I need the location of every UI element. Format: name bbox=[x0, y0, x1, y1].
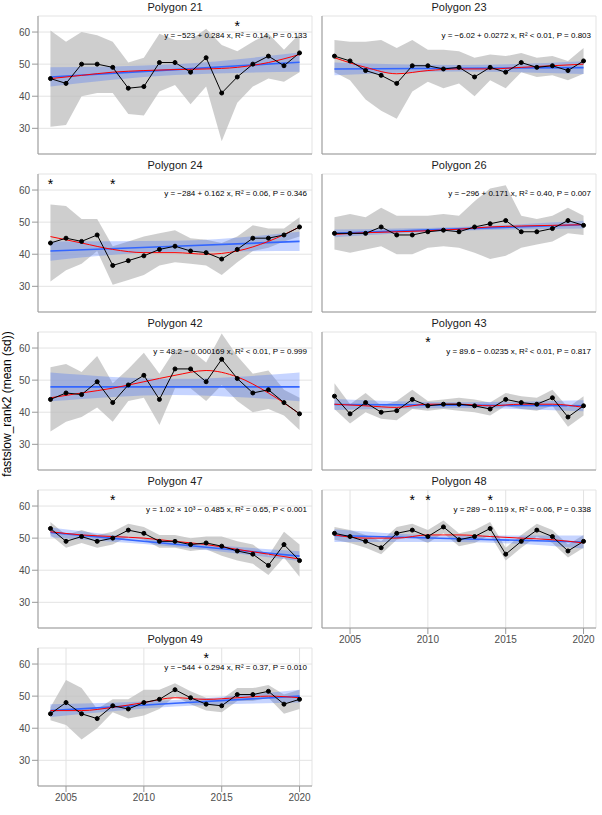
svg-text:50: 50 bbox=[19, 533, 31, 544]
svg-text:60: 60 bbox=[19, 343, 31, 354]
svg-text:2010: 2010 bbox=[417, 634, 440, 645]
html-text:Polygon 21: Polygon 21 bbox=[147, 1, 203, 13]
svg-text:2005: 2005 bbox=[339, 634, 362, 645]
html-text:Polygon 47: Polygon 47 bbox=[147, 475, 203, 487]
html-text:y = −6.02 + 0.0272 x, R² < 0.0: y = −6.02 + 0.0272 x, R² < 0.01, P = 0.8… bbox=[441, 31, 591, 40]
html-text:y = 289 − 0.119 x, R² = 0.06,: y = 289 − 0.119 x, R² = 0.06, P = 0.338 bbox=[453, 505, 591, 514]
svg-text:30: 30 bbox=[19, 123, 31, 134]
svg-text:60: 60 bbox=[19, 501, 31, 512]
svg-text:*: * bbox=[410, 492, 416, 508]
svg-text:40: 40 bbox=[19, 407, 31, 418]
svg-text:2010: 2010 bbox=[133, 792, 156, 803]
html-text:Polygon 42: Polygon 42 bbox=[147, 317, 203, 329]
html-text:Polygon 48: Polygon 48 bbox=[431, 475, 487, 487]
svg-text:*: * bbox=[425, 334, 431, 350]
html-text:Polygon 23: Polygon 23 bbox=[431, 1, 487, 13]
svg-text:2015: 2015 bbox=[211, 792, 234, 803]
html-text:y = −284 + 0.162 x, R² = 0.06,: y = −284 + 0.162 x, R² = 0.06, P = 0.346 bbox=[164, 189, 307, 198]
html-text:Polygon 24: Polygon 24 bbox=[147, 159, 203, 171]
html-text:Polygon 49: Polygon 49 bbox=[147, 633, 203, 645]
html-text:y = −544 + 0.294 x, R² = 0.37,: y = −544 + 0.294 x, R² = 0.37, P = 0.010 bbox=[164, 663, 307, 672]
svg-text:30: 30 bbox=[19, 281, 31, 292]
svg-text:30: 30 bbox=[19, 439, 31, 450]
html-text:y = 48.2 − 0.000169 x, R² < 0.: y = 48.2 − 0.000169 x, R² < 0.01, P = 0.… bbox=[153, 347, 307, 356]
svg-text:30: 30 bbox=[19, 597, 31, 608]
svg-text:*: * bbox=[110, 176, 116, 192]
svg-text:60: 60 bbox=[19, 185, 31, 196]
svg-text:30: 30 bbox=[19, 755, 31, 766]
svg-text:50: 50 bbox=[19, 59, 31, 70]
svg-text:60: 60 bbox=[19, 27, 31, 38]
html-text:y = −296 + 0.171 x, R² = 0.40,: y = −296 + 0.171 x, R² = 0.40, P = 0.007 bbox=[448, 189, 591, 198]
html-text:y = −523 + 0.284 x, R² = 0.14,: y = −523 + 0.284 x, R² = 0.14, P = 0.133 bbox=[164, 31, 307, 40]
svg-text:60: 60 bbox=[19, 659, 31, 670]
svg-text:2005: 2005 bbox=[55, 792, 78, 803]
html-text:Polygon 43: Polygon 43 bbox=[431, 317, 487, 329]
html-text:y = 1.02 × 10³ − 0.485 x, R² =: y = 1.02 × 10³ − 0.485 x, R² = 0.65, P <… bbox=[145, 505, 307, 514]
html-text:Polygon 26: Polygon 26 bbox=[431, 159, 487, 171]
svg-text:*: * bbox=[425, 492, 431, 508]
svg-text:50: 50 bbox=[19, 217, 31, 228]
svg-text:40: 40 bbox=[19, 91, 31, 102]
svg-text:40: 40 bbox=[19, 565, 31, 576]
svg-text:*: * bbox=[48, 176, 54, 192]
svg-text:*: * bbox=[110, 492, 116, 508]
svg-text:50: 50 bbox=[19, 691, 31, 702]
svg-text:2020: 2020 bbox=[572, 634, 594, 645]
svg-text:40: 40 bbox=[19, 723, 31, 734]
svg-text:40: 40 bbox=[19, 249, 31, 260]
html-text:y = 89.6 − 0.0235 x, R² < 0.01: y = 89.6 − 0.0235 x, R² < 0.01, P = 0.81… bbox=[446, 347, 591, 356]
svg-text:2015: 2015 bbox=[495, 634, 518, 645]
svg-text:50: 50 bbox=[19, 375, 31, 386]
svg-text:2020: 2020 bbox=[288, 792, 311, 803]
svg-text:fastslow_rank2 (mean (sd)): fastslow_rank2 (mean (sd)) bbox=[8, 331, 14, 476]
